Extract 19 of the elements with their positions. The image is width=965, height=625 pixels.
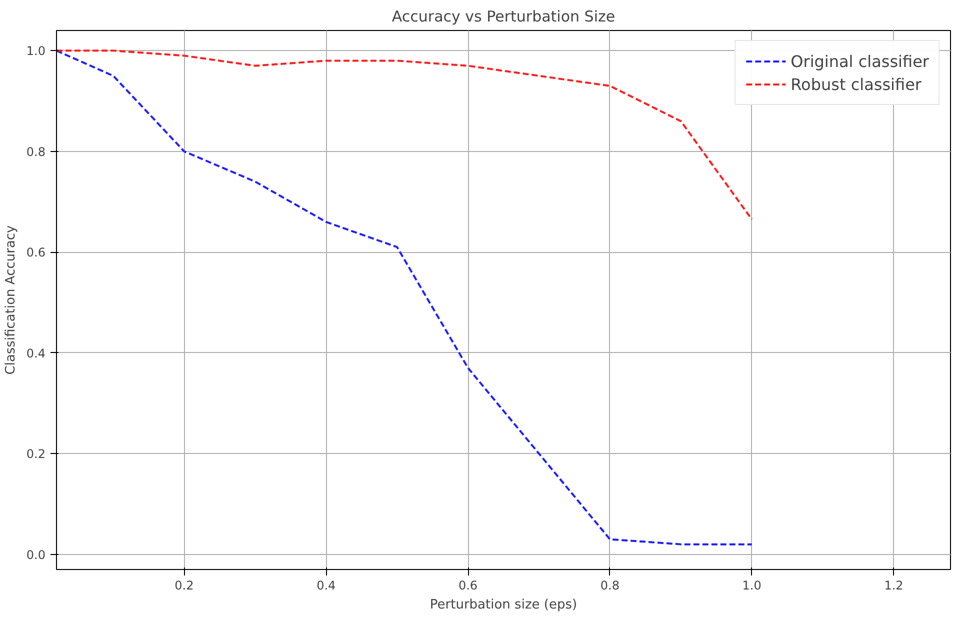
chart-title: Accuracy vs Perturbation Size [392, 8, 616, 26]
y-tick-label: 1.0 [26, 44, 46, 58]
x-axis-title: Perturbation size (eps) [430, 598, 578, 612]
y-tick-label: 0.4 [26, 346, 46, 360]
x-tick-label: 1.0 [742, 578, 762, 592]
y-tick-label: 0.6 [26, 246, 46, 260]
x-tick-label: 0.8 [600, 578, 620, 592]
x-tick-label: 0.2 [174, 578, 194, 592]
y-tick-label: 0.8 [26, 144, 46, 159]
legend-label: Original classifier [790, 52, 929, 70]
x-tick-label: 0.6 [458, 578, 478, 592]
y-tick-label: 0.0 [26, 548, 46, 562]
x-tick-label: 0.4 [316, 578, 336, 592]
legend-label: Robust classifier [790, 74, 922, 94]
line-series [56, 50, 753, 220]
line-series [56, 50, 753, 546]
x-tick-label: 1.2 [884, 578, 904, 592]
y-axis-title: Classification Accuracy [3, 224, 18, 375]
y-tick-label: 0.2 [26, 447, 46, 462]
